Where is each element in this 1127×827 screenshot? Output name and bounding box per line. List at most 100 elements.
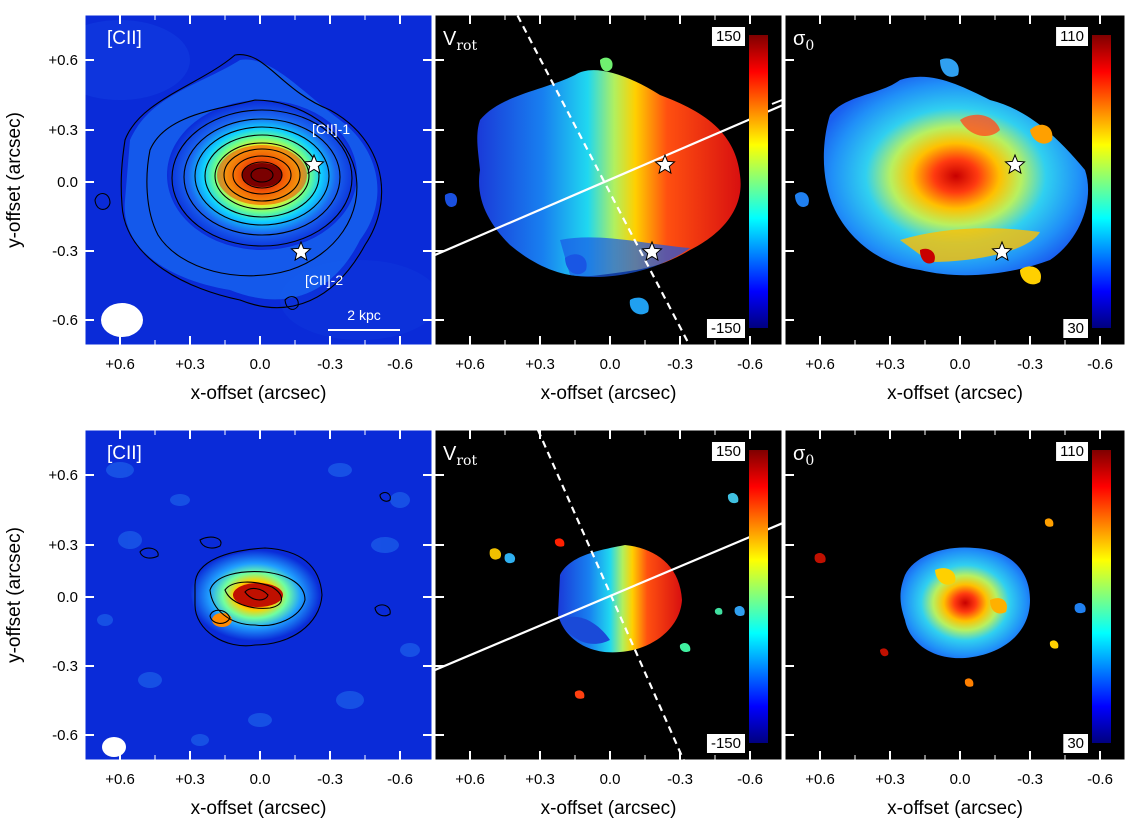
x-tick-label: 0.0 xyxy=(600,356,621,373)
x-tick-label: +0.6 xyxy=(805,356,835,373)
x-tick-label: -0.6 xyxy=(387,356,413,373)
source-label-1: [CII]-1 xyxy=(312,121,350,137)
noise-blobs xyxy=(97,462,420,746)
x-tick-label: -0.6 xyxy=(737,771,763,788)
label-backdrop xyxy=(1063,734,1088,753)
colorbar xyxy=(1092,35,1111,328)
panel-label: [CII] xyxy=(107,28,142,49)
x-tick-label: 0.0 xyxy=(600,771,621,788)
x-tick-label: -0.6 xyxy=(1087,771,1113,788)
star-marker-cii-1 xyxy=(303,153,325,175)
colorbar-min-label: -150 xyxy=(711,735,741,752)
colorbar-max-label: 150 xyxy=(716,28,741,45)
panel-ticks xyxy=(85,430,432,760)
panel-ticks xyxy=(785,430,1101,760)
colorbar-min-label: 30 xyxy=(1067,735,1084,752)
panel-frame xyxy=(84,14,433,346)
star-marker-cii-2 xyxy=(991,240,1013,262)
panel-ticks xyxy=(435,430,751,760)
panel-cii-bottom xyxy=(85,430,432,760)
label-backdrop xyxy=(706,734,745,753)
panel-label: [CII] xyxy=(107,443,142,464)
colorbar-max-label: 110 xyxy=(1060,443,1084,460)
contour-lines xyxy=(94,54,383,310)
colorbar-min-label: -150 xyxy=(711,320,741,337)
panel-frame xyxy=(784,429,1126,761)
panel-frame xyxy=(434,14,783,346)
label-backdrop xyxy=(711,27,745,46)
label-backdrop xyxy=(1056,442,1088,461)
source-label-2: [CII]-2 xyxy=(305,272,343,288)
x-tick-label: -0.3 xyxy=(667,771,693,788)
panel-cii-top xyxy=(85,15,432,345)
colorbar xyxy=(749,35,768,328)
panel-vrot-top xyxy=(435,15,782,345)
y-tick-label: 0.0 xyxy=(57,589,78,606)
x-tick-label: +0.3 xyxy=(525,356,555,373)
star-marker-cii-2 xyxy=(641,240,663,262)
y-tick-label: -0.6 xyxy=(52,312,78,329)
y-axis-label: y-offset (arcsec) xyxy=(4,112,25,248)
y-tick-label: -0.3 xyxy=(52,243,78,260)
x-tick-label: +0.3 xyxy=(875,356,905,373)
y-axis-label: y-offset (arcsec) xyxy=(4,527,25,663)
beam-ellipse xyxy=(102,737,126,757)
y-tick-label: 0.0 xyxy=(57,174,78,191)
y-tick-label: -0.3 xyxy=(52,658,78,675)
panel-ticks xyxy=(435,15,751,345)
panel-frame xyxy=(784,14,1126,346)
x-tick-label: +0.3 xyxy=(175,771,205,788)
x-axis-label: x-offset (arcsec) xyxy=(887,383,1023,404)
label-backdrop xyxy=(1063,319,1088,338)
panel-frame xyxy=(84,429,433,761)
x-tick-label: +0.6 xyxy=(805,771,835,788)
star-marker-cii-1 xyxy=(1004,153,1026,175)
x-tick-label: +0.3 xyxy=(875,771,905,788)
x-axis-label: x-offset (arcsec) xyxy=(191,798,327,819)
x-tick-label: -0.3 xyxy=(667,356,693,373)
label-backdrop xyxy=(706,319,745,338)
star-marker-cii-1 xyxy=(654,153,676,175)
colorbar-min-label: 30 xyxy=(1067,320,1084,337)
panel-frame xyxy=(434,429,783,761)
major-axis-line xyxy=(435,104,782,257)
x-axis-label: x-offset (arcsec) xyxy=(541,383,677,404)
panel-sigma-bottom xyxy=(785,430,1125,760)
x-tick-label: +0.6 xyxy=(455,356,485,373)
colorbar xyxy=(749,450,768,743)
panel-vrot-bottom xyxy=(435,430,782,760)
x-tick-label: +0.6 xyxy=(105,771,135,788)
star-marker-cii-2 xyxy=(290,240,312,262)
y-tick-label: +0.6 xyxy=(48,467,78,484)
x-axis-label: x-offset (arcsec) xyxy=(541,798,677,819)
x-tick-label: -0.3 xyxy=(1017,356,1043,373)
minor-axis-line xyxy=(536,430,685,760)
x-tick-label: +0.6 xyxy=(105,356,135,373)
colorbar-max-label: 110 xyxy=(1060,28,1084,45)
x-tick-label: -0.3 xyxy=(317,356,343,373)
x-tick-label: 0.0 xyxy=(250,771,271,788)
x-tick-label: 0.0 xyxy=(250,356,271,373)
colorbar-max-label: 150 xyxy=(716,443,741,460)
x-axis-label: x-offset (arcsec) xyxy=(887,798,1023,819)
scalebar-label: 2 kpc xyxy=(347,307,380,323)
major-axis-line xyxy=(435,522,782,672)
y-tick-label: +0.6 xyxy=(48,52,78,69)
x-tick-label: +0.6 xyxy=(455,771,485,788)
x-tick-label: -0.6 xyxy=(1087,356,1113,373)
label-backdrop xyxy=(711,442,745,461)
x-tick-label: 0.0 xyxy=(950,771,971,788)
y-tick-label: -0.6 xyxy=(52,727,78,744)
x-tick-label: -0.3 xyxy=(317,771,343,788)
axis-marker xyxy=(771,99,783,105)
minor-axis-line xyxy=(515,15,691,345)
x-tick-label: 0.0 xyxy=(950,356,971,373)
beam-ellipse xyxy=(101,303,143,337)
contour-lines-bottom xyxy=(139,491,391,647)
x-tick-label: -0.3 xyxy=(1017,771,1043,788)
x-axis-label: x-offset (arcsec) xyxy=(191,383,327,404)
y-tick-label: +0.3 xyxy=(48,122,78,139)
panel-ticks xyxy=(785,15,1101,345)
panel-ticks xyxy=(85,15,432,345)
